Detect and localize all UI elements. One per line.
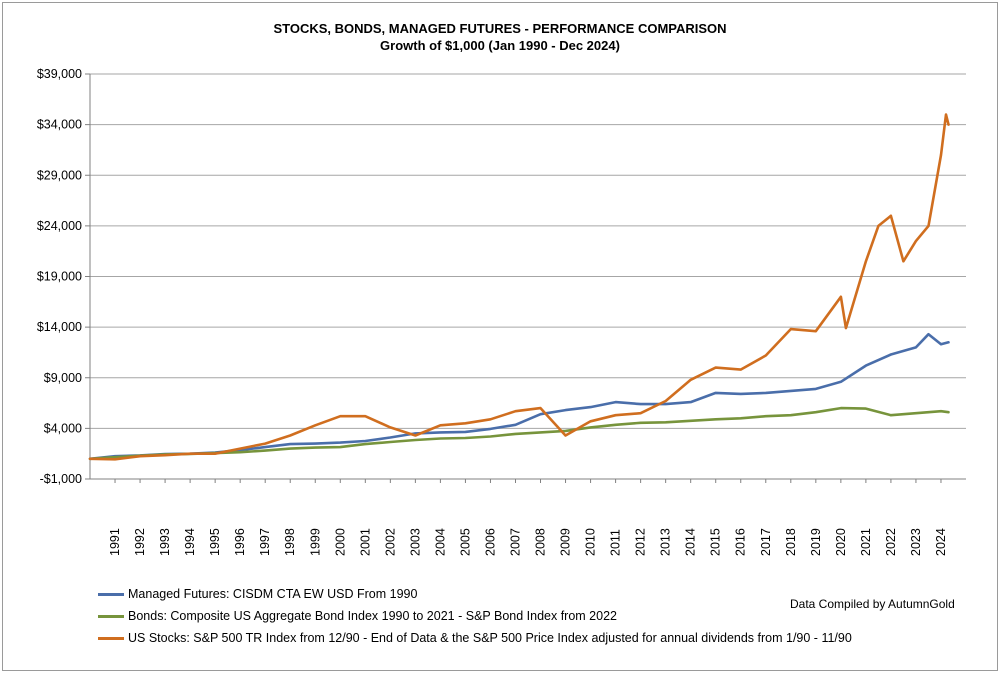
x-tick-label: 2016 bbox=[734, 528, 748, 556]
x-tick-label: 1999 bbox=[308, 528, 322, 556]
x-tick-label: 1994 bbox=[183, 528, 197, 556]
x-tick-label: 2008 bbox=[534, 528, 548, 556]
x-tick-label: 2020 bbox=[834, 528, 848, 556]
x-tick-label: 2000 bbox=[333, 528, 347, 556]
x-tick-label: 2022 bbox=[884, 528, 898, 556]
x-tick-label: 2001 bbox=[358, 528, 372, 556]
x-tick-label: 1993 bbox=[158, 528, 172, 556]
legend: Managed Futures: CISDM CTA EW USD From 1… bbox=[98, 583, 852, 649]
y-tick-label: $4,000 bbox=[44, 421, 82, 435]
x-tick-label: 2021 bbox=[859, 528, 873, 556]
legend-label-managed-futures: Managed Futures: CISDM CTA EW USD From 1… bbox=[128, 587, 418, 601]
y-axis-tick-labels: -$1,000 $4,000 $9,000 $14,000 $19,000 $24,000… bbox=[37, 67, 82, 486]
chart-subtitle: Growth of $1,000 (Jan 1990 - Dec 2024) bbox=[380, 38, 620, 53]
x-tick-label: 2010 bbox=[584, 528, 598, 556]
x-tick-label: 2007 bbox=[508, 528, 522, 556]
x-tick-label: 2014 bbox=[684, 528, 698, 556]
legend-swatch-bonds bbox=[98, 614, 124, 618]
x-tick-label: 2004 bbox=[433, 528, 447, 556]
series-line-us-stocks bbox=[88, 113, 950, 461]
y-tick-label: $24,000 bbox=[37, 219, 82, 233]
x-tick-label: 1996 bbox=[233, 528, 247, 556]
data-credit: Data Compiled by AutumnGold bbox=[790, 597, 955, 611]
series-line-bonds bbox=[88, 406, 950, 461]
x-tick-label: 1992 bbox=[133, 528, 147, 556]
x-tick-label: 1998 bbox=[283, 528, 297, 556]
legend-item-us-stocks: US Stocks: S&P 500 TR Index from 12/90 -… bbox=[98, 627, 852, 649]
y-tick-label: $9,000 bbox=[44, 371, 82, 385]
x-tick-label: 2019 bbox=[809, 528, 823, 556]
x-tick-label: 2015 bbox=[709, 528, 723, 556]
grid-lines bbox=[90, 73, 966, 480]
x-tick-label: 1995 bbox=[208, 528, 222, 556]
x-tick-label: 2013 bbox=[659, 528, 673, 556]
x-tick-label: 2012 bbox=[634, 528, 648, 556]
legend-item-bonds: Bonds: Composite US Aggregate Bond Index… bbox=[98, 605, 852, 627]
y-tick-label: $19,000 bbox=[37, 270, 82, 284]
y-tick-label: $14,000 bbox=[37, 320, 82, 334]
y-tick-label: $29,000 bbox=[37, 168, 82, 182]
axes bbox=[85, 73, 966, 483]
x-tick-label: 2002 bbox=[383, 528, 397, 556]
x-tick-label: 2017 bbox=[759, 528, 773, 556]
y-tick-label: $34,000 bbox=[37, 118, 82, 132]
chart-title: STOCKS, BONDS, MANAGED FUTURES - PERFORM… bbox=[273, 21, 727, 36]
x-tick-label: 2018 bbox=[784, 528, 798, 556]
x-tick-label: 2023 bbox=[909, 528, 923, 556]
x-tick-label: 1991 bbox=[108, 528, 122, 556]
x-tick-label: 2024 bbox=[934, 528, 948, 556]
x-tick-label: 2011 bbox=[609, 529, 623, 556]
y-tick-label: $39,000 bbox=[37, 67, 82, 81]
legend-swatch-managed-futures bbox=[98, 592, 124, 596]
legend-swatch-us-stocks bbox=[98, 636, 124, 640]
legend-label-bonds: Bonds: Composite US Aggregate Bond Index… bbox=[128, 609, 617, 623]
x-tick-label: 1997 bbox=[258, 528, 272, 556]
legend-item-managed-futures: Managed Futures: CISDM CTA EW USD From 1… bbox=[98, 583, 852, 605]
y-tick-label: -$1,000 bbox=[40, 472, 82, 486]
x-tick-label: 2006 bbox=[483, 528, 497, 556]
series-lines bbox=[88, 113, 950, 461]
x-tick-label: 2003 bbox=[408, 528, 422, 556]
x-tick-label: 2009 bbox=[559, 528, 573, 556]
legend-label-us-stocks: US Stocks: S&P 500 TR Index from 12/90 -… bbox=[128, 631, 852, 645]
x-axis-tick-labels: 1991 1992 1993 1994 1995 1996 1997 1998 1999 2000… bbox=[108, 528, 948, 556]
chart-title-block: STOCKS, BONDS, MANAGED FUTURES - PERFORM… bbox=[0, 20, 1000, 54]
x-tick-label: 2005 bbox=[458, 528, 472, 556]
series-line-managed-futures bbox=[88, 332, 950, 461]
